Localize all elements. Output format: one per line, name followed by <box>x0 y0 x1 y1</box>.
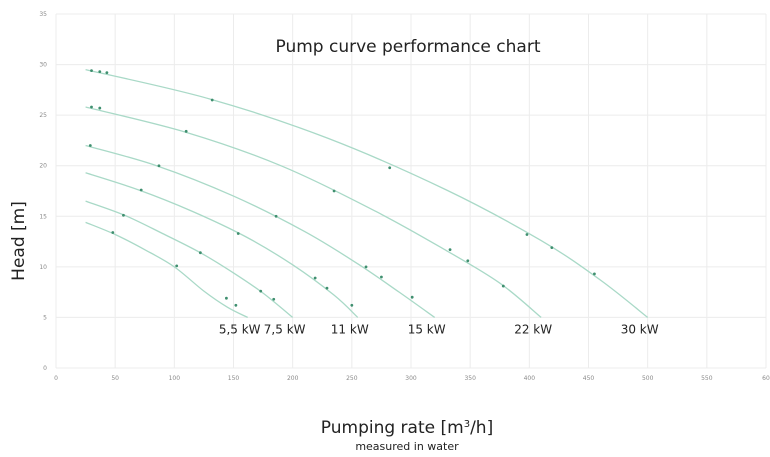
curve-data-point <box>236 232 240 235</box>
curve-data-point <box>98 70 102 74</box>
x-tick-label: 550 <box>701 375 713 382</box>
x-axis-title-main: Pumping rate [m <box>321 418 464 438</box>
curve-data-point <box>122 213 125 217</box>
curve-data-point <box>184 129 188 133</box>
y-tick-label: 20 <box>39 163 47 170</box>
grid-layer <box>55 13 767 369</box>
x-tick-label: 250 <box>346 375 358 382</box>
curve-data-point <box>210 98 214 102</box>
curve-data-point <box>198 251 202 255</box>
curve-label: 5,5 kW <box>219 322 261 336</box>
x-tick-label: 150 <box>228 375 240 382</box>
x-tick-label: 450 <box>583 375 595 382</box>
curve-label: 22 kW <box>514 322 552 336</box>
curve-data-point <box>234 303 238 307</box>
curve-data-point <box>225 296 228 300</box>
curve-data-point <box>111 231 115 234</box>
curve-data-point <box>550 246 554 250</box>
y-tick-label: 0 <box>43 365 47 372</box>
pump-curve-line <box>85 106 542 318</box>
curve-data-point <box>325 286 329 290</box>
pump-curve-line <box>85 221 248 319</box>
curve-data-point <box>105 71 109 75</box>
curve-data-point <box>175 264 179 268</box>
x-axis-title: Pumping rate [m3/h] <box>321 418 493 438</box>
curve-data-point <box>466 259 470 263</box>
curve-data-point <box>364 265 368 269</box>
curve-data-point <box>274 214 278 218</box>
curve-data-point <box>501 284 505 288</box>
y-axis-title: Head [m] <box>9 201 29 281</box>
curve-data-point <box>139 188 143 192</box>
x-axis-title-superscript: 3 <box>464 419 470 430</box>
y-tick-label: 35 <box>39 11 47 18</box>
curve-data-point <box>90 69 93 73</box>
curve-data-point <box>380 275 383 279</box>
curve-data-point <box>313 276 317 280</box>
chart-title: Pump curve performance chart <box>276 37 541 57</box>
curve-data-point <box>410 295 414 299</box>
curve-label: 7,5 kW <box>264 322 306 336</box>
x-tick-label: 50 <box>111 375 119 382</box>
x-tick-label: 200 <box>287 375 299 382</box>
y-tick-label: 10 <box>39 264 47 271</box>
pump-curve-line <box>85 68 649 318</box>
curve-data-point <box>157 164 161 168</box>
curve-data-point <box>259 289 263 293</box>
pump-curve-line <box>85 172 359 318</box>
curve-label: 11 kW <box>331 322 369 336</box>
y-tick-label: 15 <box>39 213 47 220</box>
curve-label: 30 kW <box>621 322 659 336</box>
x-tick-label: 350 <box>464 375 476 382</box>
curve-data-point <box>525 233 529 236</box>
x-tick-label: 400 <box>524 375 536 382</box>
curve-data-point <box>448 248 452 252</box>
x-axis-subtitle: measured in water <box>355 440 459 453</box>
curve-data-point <box>388 166 392 170</box>
curve-data-point <box>98 106 102 110</box>
curve-data-point <box>272 297 276 301</box>
curve-data-point <box>350 303 354 307</box>
x-tick-label: 300 <box>405 375 417 382</box>
x-tick-label: 500 <box>642 375 654 382</box>
x-tick-label: 60 <box>762 375 770 382</box>
curve-data-point <box>90 105 93 109</box>
curve-data-point <box>593 272 596 276</box>
x-axis-title-tail: /h] <box>470 418 493 438</box>
pump-curve-line <box>85 144 436 318</box>
y-tick-label: 25 <box>39 112 47 119</box>
curve-label: 15 kW <box>408 322 446 336</box>
curve-data-point <box>332 189 336 193</box>
pump-curve-line <box>85 200 294 318</box>
y-tick-label: 5 <box>43 314 47 321</box>
pump-curves <box>85 68 649 319</box>
x-tick-label: 0 <box>54 375 58 382</box>
curve-labels: 5,5 kW 7,5 kW 11 kW 15 kW 22 kW 30 kW <box>219 322 659 336</box>
x-tick-label: 100 <box>169 375 181 382</box>
y-tick-label: 30 <box>39 62 47 69</box>
curve-data-point <box>88 144 92 147</box>
